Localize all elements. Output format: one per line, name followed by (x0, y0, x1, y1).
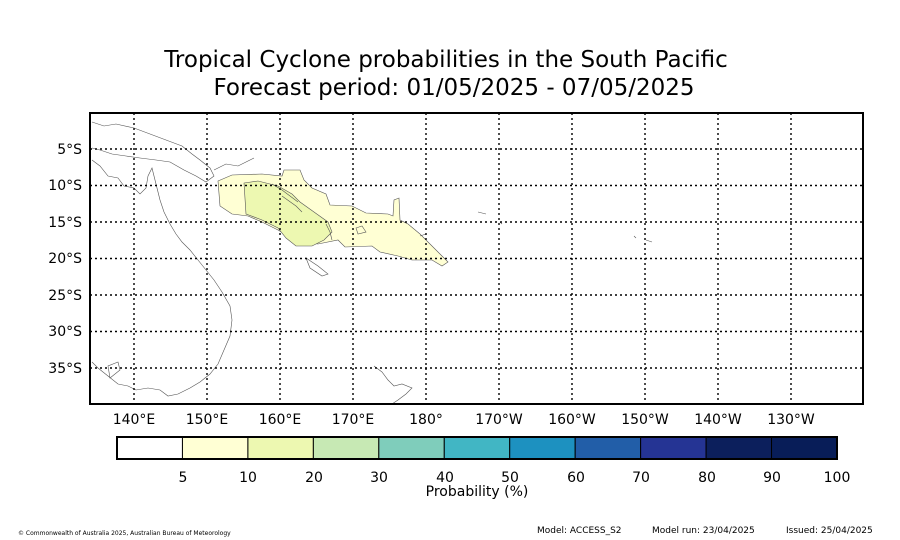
issued-date: Issued: 25/04/2025 (786, 526, 873, 536)
model-name: Model: ACCESS_S2 (537, 526, 622, 536)
colorbar-segment (116, 436, 183, 460)
colorbar-tick-10: 10 (239, 470, 257, 486)
colorbar-tick-40: 40 (436, 470, 454, 486)
lon-label-170w: 170°W (475, 412, 523, 428)
colorbar-label: Probability (%) (426, 484, 529, 500)
colorbar-tick-100: 100 (824, 470, 851, 486)
colorbar-tick-60: 60 (567, 470, 585, 486)
colorbar-tick-50: 50 (501, 470, 519, 486)
lon-label-150w: 150°W (621, 412, 669, 428)
lat-label-30s: 30°S (48, 324, 82, 340)
lon-label-140e: 140°E (113, 412, 156, 428)
colorbar-segment (378, 436, 445, 460)
colorbar-frame (116, 436, 838, 460)
colorbar-segment (181, 436, 249, 460)
chart-title: Tropical Cyclone probabilities in the So… (164, 47, 728, 73)
lat-label-35s: 35°S (48, 361, 82, 377)
coastlines (91, 121, 653, 404)
lon-label-160e: 160°E (259, 412, 302, 428)
colorbar-tick-30: 30 (370, 470, 388, 486)
lon-label-170e: 170°E (332, 412, 375, 428)
colorbar-segment (443, 436, 511, 460)
lon-label-160w: 160°W (548, 412, 596, 428)
colorbar (116, 436, 838, 460)
lat-label-15s: 15°S (48, 215, 82, 231)
lat-label-20s: 20°S (48, 251, 82, 267)
colorbar-tick-70: 70 (632, 470, 650, 486)
forecast-period: Forecast period: 01/05/2025 - 07/05/2025 (213, 75, 695, 101)
lon-label-180: 180° (409, 412, 443, 428)
model-run-date: Model run: 23/04/2025 (652, 526, 755, 536)
colorbar-tick-20: 20 (305, 470, 323, 486)
map-frame (89, 112, 864, 405)
lon-label-140w: 140°W (694, 412, 742, 428)
gridlines (90, 113, 863, 404)
colorbar-segment (247, 436, 314, 460)
lat-label-10s: 10°S (48, 178, 82, 194)
colorbar-segment (705, 436, 773, 460)
lat-label-5s: 5°S (57, 142, 82, 158)
lon-label-130w: 130°W (767, 412, 815, 428)
colorbar-segment (312, 436, 380, 460)
colorbar-segment (509, 436, 576, 460)
colorbar-segment (640, 436, 707, 460)
probability-region-10-20 (243, 180, 333, 247)
colorbar-segment (574, 436, 642, 460)
lon-label-150e: 150°E (186, 412, 229, 428)
colorbar-tick-80: 80 (698, 470, 716, 486)
copyright-text: © Commonwealth of Australia 2025, Austra… (18, 530, 231, 537)
colorbar-tick-5: 5 (179, 470, 188, 486)
colorbar-segment (771, 436, 838, 460)
colorbar-tick-90: 90 (763, 470, 781, 486)
lat-label-25s: 25°S (48, 288, 82, 304)
